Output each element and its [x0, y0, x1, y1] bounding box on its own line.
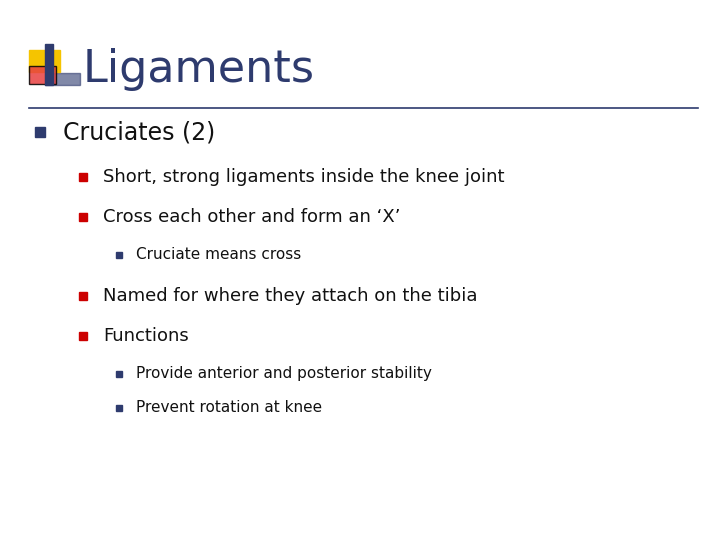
Bar [45, 73, 80, 85]
Text: Cruciates (2): Cruciates (2) [63, 120, 215, 144]
Text: Ligaments: Ligaments [83, 48, 315, 91]
Text: Prevent rotation at knee: Prevent rotation at knee [136, 400, 323, 415]
Bar [45, 44, 53, 85]
Bar [29, 50, 60, 72]
Text: Cruciate means cross: Cruciate means cross [136, 247, 302, 262]
Text: Short, strong ligaments inside the knee joint: Short, strong ligaments inside the knee … [103, 168, 505, 186]
Text: Provide anterior and posterior stability: Provide anterior and posterior stability [136, 366, 432, 381]
Text: Named for where they attach on the tibia: Named for where they attach on the tibia [103, 287, 477, 305]
Text: Cross each other and form an ‘X’: Cross each other and form an ‘X’ [103, 208, 400, 226]
Text: Functions: Functions [103, 327, 189, 345]
FancyBboxPatch shape [29, 65, 56, 84]
